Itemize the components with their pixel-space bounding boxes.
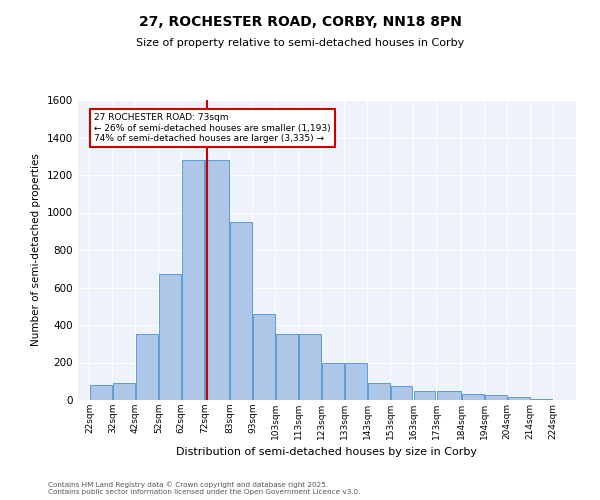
Bar xyxy=(230,222,252,400)
Y-axis label: Number of semi-detached properties: Number of semi-detached properties xyxy=(31,154,41,346)
Bar xyxy=(113,383,135,400)
Bar xyxy=(508,397,530,400)
Bar xyxy=(322,362,344,400)
X-axis label: Distribution of semi-detached houses by size in Corby: Distribution of semi-detached houses by … xyxy=(176,448,478,458)
Bar xyxy=(182,160,203,400)
Text: 27 ROCHESTER ROAD: 73sqm
← 26% of semi-detached houses are smaller (1,193)
74% o: 27 ROCHESTER ROAD: 73sqm ← 26% of semi-d… xyxy=(94,113,331,143)
Bar xyxy=(391,386,412,400)
Bar xyxy=(276,334,298,400)
Bar xyxy=(159,274,181,400)
Bar xyxy=(413,390,436,400)
Bar xyxy=(253,314,275,400)
Text: Contains HM Land Registry data © Crown copyright and database right 2025.
Contai: Contains HM Land Registry data © Crown c… xyxy=(48,482,361,495)
Bar xyxy=(368,383,389,400)
Bar xyxy=(485,396,506,400)
Bar xyxy=(136,334,158,400)
Text: 27, ROCHESTER ROAD, CORBY, NN18 8PN: 27, ROCHESTER ROAD, CORBY, NN18 8PN xyxy=(139,15,461,29)
Bar xyxy=(90,385,112,400)
Bar xyxy=(437,390,461,400)
Bar xyxy=(299,334,320,400)
Bar xyxy=(462,394,484,400)
Bar xyxy=(530,399,553,400)
Text: Size of property relative to semi-detached houses in Corby: Size of property relative to semi-detach… xyxy=(136,38,464,48)
Bar xyxy=(345,364,367,400)
Bar xyxy=(205,160,229,400)
